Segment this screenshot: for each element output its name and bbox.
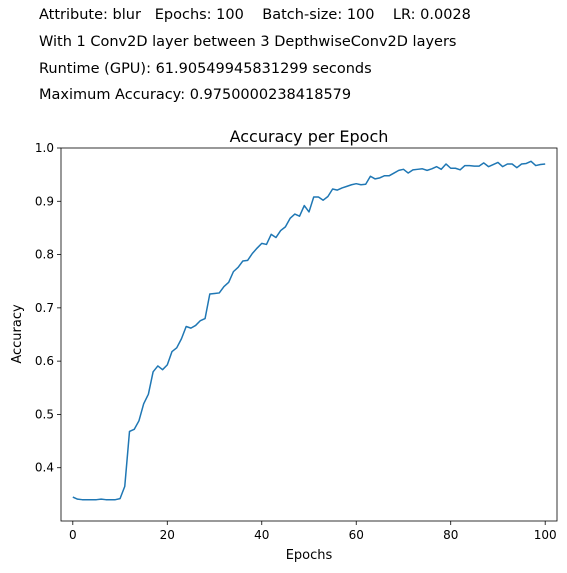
x-tick-label: 20 xyxy=(160,528,175,542)
y-tick-label: 0.9 xyxy=(35,194,54,208)
header-line-max-accuracy: Maximum Accuracy: 0.9750000238418579 xyxy=(39,87,352,103)
plot-area: 0 20 40 60 80 100 0.4 0.5 0.6 0.7 0.8 0.9 1.0 xyxy=(35,141,558,542)
x-axis-label: Epochs xyxy=(286,548,333,563)
y-tick-label: 0.4 xyxy=(35,461,54,475)
y-tick-label: 0.6 xyxy=(35,354,54,368)
header-line-architecture: With 1 Conv2D layer between 3 DepthwiseC… xyxy=(39,34,457,50)
y-axis-label: Accuracy xyxy=(10,304,25,364)
plot-frame xyxy=(60,147,558,522)
x-tick-label: 100 xyxy=(534,528,557,542)
x-tick-label: 60 xyxy=(349,528,364,542)
x-tick-label: 40 xyxy=(254,528,269,542)
y-tick-label: 0.7 xyxy=(35,301,54,315)
y-tick-label: 1.0 xyxy=(35,141,54,155)
y-tick-label: 0.5 xyxy=(35,407,54,421)
x-tick-label: 80 xyxy=(443,528,458,542)
chart-title: Accuracy per Epoch xyxy=(230,127,389,146)
header-line-attributes: Attribute: blur Epochs: 100 Batch-size: … xyxy=(39,7,471,23)
y-tick-label: 0.8 xyxy=(35,248,54,262)
header-line-runtime: Runtime (GPU): 61.90549945831299 seconds xyxy=(39,61,372,77)
x-tick-label: 0 xyxy=(69,528,77,542)
accuracy-series-line xyxy=(72,160,546,501)
